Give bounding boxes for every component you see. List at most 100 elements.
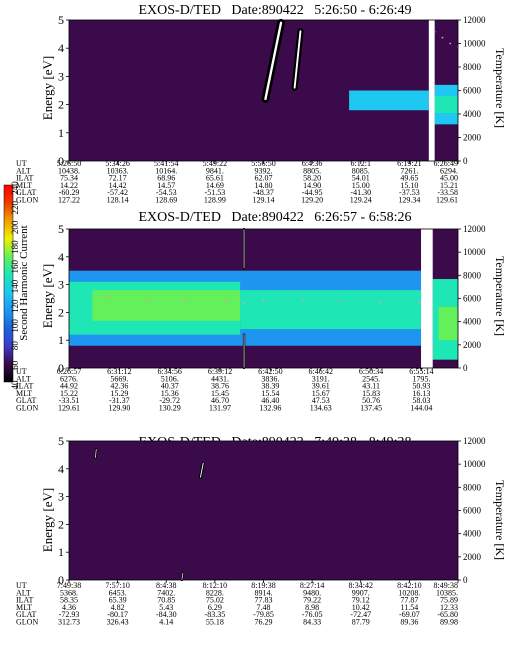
ephemeris-value: 14.57: [157, 181, 175, 190]
ephemeris-value: 5.43: [159, 603, 173, 612]
y2-tick-label: 0: [463, 363, 468, 373]
ephemeris-row-label: ALT: [16, 166, 31, 175]
ephemeris-value: 65.61: [206, 174, 224, 183]
y-tick-label: 0: [58, 154, 64, 168]
ephemeris-value: -44.95: [302, 188, 323, 197]
temperature-point: [418, 302, 420, 305]
ephemeris-value: 3836.: [261, 374, 279, 383]
ephemeris-row-label: ALT: [16, 374, 31, 383]
ephemeris-value: 89.98: [440, 618, 458, 627]
ephemeris-value: 75.02: [206, 596, 224, 605]
y-tick-label: 0: [58, 573, 64, 587]
temperature-point: [340, 299, 343, 302]
ephemeris-value: 54.01: [352, 174, 370, 183]
ephemeris-value: 5106.: [161, 374, 179, 383]
ephemeris-value: 8.98: [305, 603, 319, 612]
ephemeris-value: 40.37: [161, 382, 179, 391]
ephemeris-row-label: GLON: [16, 196, 38, 205]
ephemeris-value: -41.30: [350, 188, 371, 197]
ephemeris-value: 6:4:36: [302, 159, 322, 168]
y-tick-label: 2: [58, 98, 64, 112]
ephemeris-value: 50.93: [412, 382, 430, 391]
ephemeris-row-label: MLT: [16, 181, 32, 190]
ephemeris-value: 129.14: [253, 196, 275, 205]
ephemeris-value: 39.61: [312, 382, 330, 391]
y2-tick-label: 10000: [463, 39, 486, 49]
colorbar-tick-label: 160: [10, 260, 20, 274]
ephemeris-value: 79.22: [303, 596, 321, 605]
ephemeris-value: 70.85: [157, 596, 175, 605]
ephemeris-value: 8:12:10: [203, 581, 227, 590]
data-gap: [421, 229, 433, 368]
ephemeris-value: 43.11: [362, 382, 380, 391]
colorbar-label: Second Harmonic Current: [18, 225, 30, 340]
ephemeris-value: 46.70: [211, 396, 229, 405]
temperature-point: [433, 30, 436, 33]
y-tick-label: 2: [58, 517, 64, 531]
temperature-point: [262, 299, 265, 302]
ephemeris-value: 9480.: [303, 588, 321, 597]
ephemeris-row-label: MLT: [16, 603, 32, 612]
ephemeris-value: 7.48: [257, 603, 271, 612]
ephemeris-value: 5:26:50: [57, 159, 81, 168]
ephemeris-value: 10208.: [398, 588, 420, 597]
panel-2-plot: 0 1 2 3 4 5 0 2000 4000 6000 8000 10000 12000: [58, 222, 486, 375]
ephemeris-value: 4.14: [159, 618, 173, 627]
ephemeris-value: 128.69: [155, 196, 177, 205]
colorbar-tick-label: 60: [10, 360, 20, 370]
ephemeris-value: 77.87: [400, 596, 418, 605]
ephemeris-value: 76.29: [255, 618, 273, 627]
panel-1-y2label: Temperature [K]: [493, 48, 505, 128]
panel-3-ylabel: Energy [eV]: [40, 488, 55, 552]
ephemeris-value: 6:31:12: [107, 367, 131, 376]
ephemeris-value: 129.24: [350, 196, 372, 205]
y-tick-label: 3: [58, 490, 64, 504]
temperature-point: [379, 301, 382, 303]
ephemeris-value: -37.53: [399, 188, 420, 197]
ephemeris-value: 8805.: [303, 166, 321, 175]
y2-tick-label: 12000: [463, 224, 486, 234]
ephemeris-value: 12.33: [440, 603, 458, 612]
ephemeris-value: 15.22: [60, 389, 78, 398]
colorbar-ticks: 40 60 80 100 120 140 160 180 200 220 240: [10, 181, 20, 390]
ephemeris-value: 6294.: [440, 166, 458, 175]
ephemeris-value: 15.83: [362, 389, 380, 398]
ephemeris-value: -84.30: [156, 610, 177, 619]
ephemeris-value: 44.92: [60, 382, 78, 391]
y2-tick-label: 4000: [463, 529, 482, 539]
ephemeris-value: 5:49:22: [203, 159, 227, 168]
ephemeris-value: 8:19:38: [251, 581, 275, 590]
ephemeris-value: -83.35: [205, 610, 226, 619]
ephemeris-value: 7261.: [400, 166, 418, 175]
ephemeris-value: 15.36: [161, 389, 179, 398]
panel-1-plot: 0 1 2 3 4 5 0 2000 4000 6000 8000 10000 12000: [58, 13, 486, 168]
ephemeris-value: 4.82: [111, 603, 125, 612]
ephemeris-value: 4.36: [62, 603, 76, 612]
temperature-point: [441, 36, 444, 39]
y-tick-label: 4: [58, 250, 64, 264]
ephemeris-value: 5:34:26: [105, 159, 129, 168]
ephemeris-value: 134.63: [310, 404, 332, 413]
y-tick-label: 4: [58, 462, 64, 476]
ephemeris-value: 75.89: [440, 596, 458, 605]
ephemeris-value: 8914.: [255, 588, 273, 597]
ephemeris-value: -54.53: [156, 188, 177, 197]
y2-tick-label: 10000: [463, 459, 486, 469]
panel-2: EXOS-D/TED Date:890422 6:26:57 - 6:58:26…: [16, 210, 505, 413]
y-tick-label: 3: [58, 278, 64, 292]
ephemeris-value: 9907.: [352, 588, 370, 597]
ephemeris-value: 129.34: [398, 196, 420, 205]
temperature-point: [223, 301, 226, 303]
ephemeris-value: 14.69: [206, 181, 224, 190]
ephemeris-value: 15.10: [400, 181, 418, 190]
y2-tick-label: 8000: [463, 62, 482, 72]
y-tick-label: 4: [58, 41, 64, 55]
ephemeris-value: 4431.: [211, 374, 229, 383]
ephemeris-value: 3191.: [312, 374, 330, 383]
y2-tick-label: 4000: [463, 109, 482, 119]
y2-tick-label: 2000: [463, 340, 482, 350]
ephemeris-value: -57.42: [107, 188, 128, 197]
intensity-streak-core: [200, 462, 204, 478]
y2-tick-label: 2000: [463, 133, 482, 143]
